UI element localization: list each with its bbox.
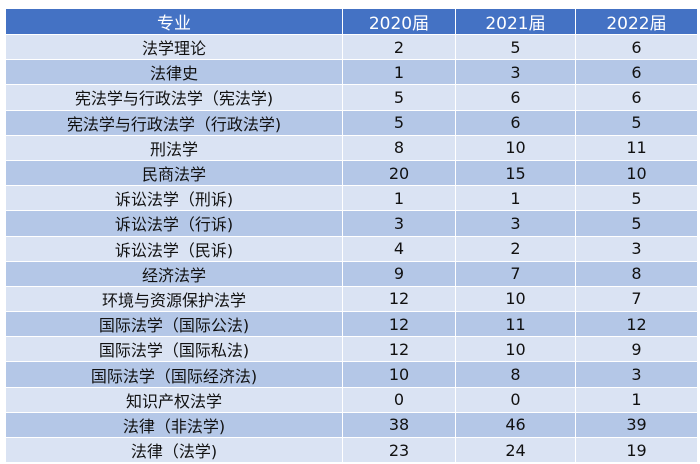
cell-2020: 12	[342, 311, 456, 338]
cell-2022: 39	[575, 411, 698, 439]
cell-major: 法学理论	[5, 33, 343, 61]
cell-2021: 5	[455, 33, 576, 61]
cell-2022: 9	[575, 336, 698, 363]
table-row: 国际法学（国际私法) 12 10 9	[5, 336, 698, 363]
cell-2021: 46	[455, 411, 576, 439]
header-2022: 2022届	[575, 8, 698, 35]
table-row: 法学理论 2 5 6	[5, 33, 698, 61]
cell-2021: 6	[455, 84, 576, 111]
cell-2020: 1	[342, 59, 456, 86]
cell-2022: 12	[575, 311, 698, 338]
cell-2021: 7	[455, 260, 576, 287]
cell-2021: 15	[455, 159, 576, 187]
cell-2021: 6	[455, 109, 576, 136]
header-2020: 2020届	[342, 8, 456, 35]
cell-2022: 8	[575, 260, 698, 287]
cell-2020: 5	[342, 109, 456, 136]
table-row: 宪法学与行政法学（行政法学) 5 6 5	[5, 109, 698, 136]
cell-2021: 2	[455, 235, 576, 262]
table-row: 法律史 1 3 6	[5, 59, 698, 86]
header-major: 专业	[5, 8, 343, 35]
cell-2020: 38	[342, 411, 456, 439]
cell-2020: 3	[342, 210, 456, 237]
cell-2021: 10	[455, 134, 576, 161]
cell-major: 刑法学	[5, 134, 343, 161]
cell-major: 国际法学（国际私法)	[5, 336, 343, 363]
cell-major: 法律（非法学)	[5, 411, 343, 439]
cell-2020: 10	[342, 361, 456, 388]
table-row: 民商法学 20 15 10	[5, 159, 698, 187]
cell-2020: 9	[342, 260, 456, 287]
cell-2021: 0	[455, 386, 576, 413]
cell-major: 环境与资源保护法学	[5, 285, 343, 313]
table-row: 诉讼法学（行诉) 3 3 5	[5, 210, 698, 237]
cell-2021: 24	[455, 436, 576, 464]
cell-2022: 19	[575, 436, 698, 464]
table-row: 诉讼法学（民诉) 4 2 3	[5, 235, 698, 262]
cell-2022: 3	[575, 235, 698, 262]
cell-2021: 8	[455, 361, 576, 388]
cell-major: 诉讼法学（行诉)	[5, 210, 343, 237]
cell-major: 法律史	[5, 59, 343, 86]
cell-2022: 5	[575, 185, 698, 212]
cell-2020: 12	[342, 285, 456, 313]
cell-major: 国际法学（国际公法)	[5, 311, 343, 338]
table-row: 诉讼法学（刑诉) 1 1 5	[5, 185, 698, 212]
header-2021: 2021届	[455, 8, 576, 35]
table-row: 刑法学 8 10 11	[5, 134, 698, 161]
cell-major: 法律（法学)	[5, 436, 343, 464]
header-row: 专业 2020届 2021届 2022届	[5, 8, 698, 35]
cell-2020: 20	[342, 159, 456, 187]
cell-2021: 10	[455, 336, 576, 363]
cell-major: 诉讼法学（民诉)	[5, 235, 343, 262]
cell-major: 宪法学与行政法学（行政法学)	[5, 109, 343, 136]
cell-2022: 11	[575, 134, 698, 161]
cell-2020: 0	[342, 386, 456, 413]
cell-2020: 5	[342, 84, 456, 111]
cell-2022: 5	[575, 109, 698, 136]
cell-major: 知识产权法学	[5, 386, 343, 413]
enrollment-table: 专业 2020届 2021届 2022届 法学理论 2 5 6 法律史 1 3 6 宪法学与行政…	[5, 8, 698, 464]
cell-2020: 1	[342, 185, 456, 212]
table-row: 法律（法学) 23 24 19	[5, 436, 698, 464]
table-row: 环境与资源保护法学 12 10 7	[5, 285, 698, 313]
cell-2022: 3	[575, 361, 698, 388]
table-row: 宪法学与行政法学（宪法学) 5 6 6	[5, 84, 698, 111]
cell-major: 国际法学（国际经济法)	[5, 361, 343, 388]
cell-major: 民商法学	[5, 159, 343, 187]
cell-2020: 2	[342, 33, 456, 61]
cell-2022: 10	[575, 159, 698, 187]
cell-2022: 6	[575, 33, 698, 61]
cell-2022: 6	[575, 59, 698, 86]
cell-2022: 1	[575, 386, 698, 413]
table-row: 国际法学（国际经济法) 10 8 3	[5, 361, 698, 388]
cell-2020: 8	[342, 134, 456, 161]
cell-2022: 7	[575, 285, 698, 313]
cell-2020: 23	[342, 436, 456, 464]
table-row: 知识产权法学 0 0 1	[5, 386, 698, 413]
cell-2020: 4	[342, 235, 456, 262]
table-row: 国际法学（国际公法) 12 11 12	[5, 311, 698, 338]
cell-major: 诉讼法学（刑诉)	[5, 185, 343, 212]
cell-2021: 3	[455, 59, 576, 86]
cell-2022: 6	[575, 84, 698, 111]
cell-2021: 11	[455, 311, 576, 338]
table-row: 经济法学 9 7 8	[5, 260, 698, 287]
cell-major: 宪法学与行政法学（宪法学)	[5, 84, 343, 111]
cell-2021: 10	[455, 285, 576, 313]
table-row: 法律（非法学) 38 46 39	[5, 411, 698, 439]
cell-2021: 1	[455, 185, 576, 212]
cell-2022: 5	[575, 210, 698, 237]
cell-2020: 12	[342, 336, 456, 363]
cell-2021: 3	[455, 210, 576, 237]
cell-major: 经济法学	[5, 260, 343, 287]
